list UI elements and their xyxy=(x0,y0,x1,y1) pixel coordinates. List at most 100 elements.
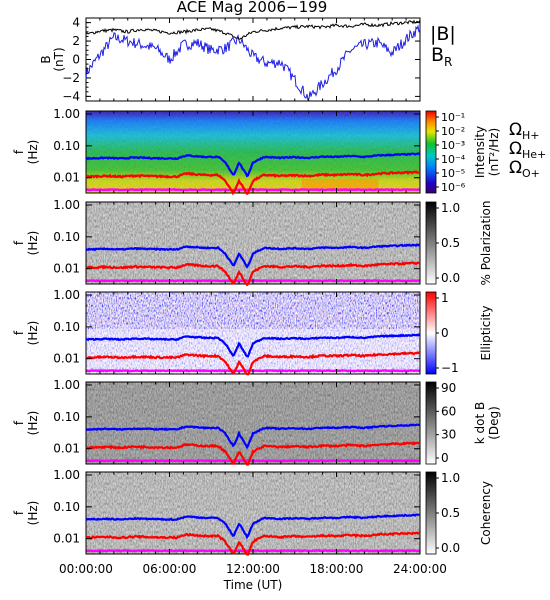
y-axis-label-line2: (nT) xyxy=(52,47,66,71)
panel-polarization: 1.00 0.10 0.01 f(Hz) 1.0 0.5 0.0 % Polarization xyxy=(12,198,493,287)
colorbar-label-line1: Ellipticity xyxy=(479,306,493,361)
legend-omega-he: ΩHe+ xyxy=(509,139,546,161)
panel-frame xyxy=(85,17,421,102)
y-tick-label: 1.00 xyxy=(53,378,80,392)
y-axis-label: B(nT) xyxy=(39,47,66,71)
legend-b-total: |B| xyxy=(430,23,456,45)
panel-intensity: 1.00 0.10 0.01 f(Hz) 10⁻¹10⁻²10⁻³10⁻⁴10⁻⁵10⁻… xyxy=(12,107,546,196)
y-tick-label: 0.01 xyxy=(53,171,80,185)
y-axis-label-line1: f xyxy=(12,240,26,245)
legend-omega-symbol: Ω xyxy=(509,158,522,178)
legend-omega-subscript: H+ xyxy=(522,129,540,142)
x-tick-label: 00:00:00 xyxy=(59,562,113,576)
legend-b-r: BR xyxy=(431,44,452,69)
y-tick-label: 0.01 xyxy=(53,442,80,456)
colorbar-tick-label: 30 xyxy=(441,428,456,442)
colorbar-label-line1: Coherency xyxy=(479,481,493,545)
colorbar-tick-label: 1.0 xyxy=(441,201,460,215)
colorbar-label: Coherency xyxy=(479,481,493,545)
curve-omega-h xyxy=(86,423,420,450)
legend-omega-subscript: O+ xyxy=(522,167,540,180)
colorbar-label: Intensity(nT²/Hz) xyxy=(473,126,501,178)
panel-coherency: 1.00 0.10 0.01 f(Hz) 1.0 0.5 0.0 Coherency xyxy=(12,468,493,556)
colorbar-label-line1: Intensity xyxy=(473,126,487,178)
curve-omega-h xyxy=(86,513,420,540)
colorbar-tick-label: −1 xyxy=(441,361,459,375)
heatmap-hot-region xyxy=(301,179,379,189)
heatmap-texture xyxy=(86,202,420,284)
colorbar xyxy=(425,201,437,285)
y-axis-label-line1: f xyxy=(12,420,26,425)
curve-omega-h xyxy=(86,333,420,358)
colorbar-tick-label: 1 xyxy=(441,291,449,305)
y-tick-label: −2 xyxy=(62,71,80,85)
y-tick-label: 0.10 xyxy=(53,230,80,244)
colorbar-label: k dot B(Deg) xyxy=(473,402,501,444)
series-line-b-total xyxy=(85,19,421,40)
colorbar-label: % Polarization xyxy=(479,201,493,286)
colorbar-label-line2: (nT²/Hz) xyxy=(487,128,501,176)
y-axis-label-line1: B xyxy=(39,55,53,63)
colorbar-tick-label: 10⁻³ xyxy=(441,139,465,152)
y-axis-label-line1: f xyxy=(12,330,26,335)
y-tick-label: 0.10 xyxy=(53,410,80,424)
colorbar-label-line1: % Polarization xyxy=(479,201,493,286)
colorbar-tick-label: 90 xyxy=(441,381,456,395)
x-tick-label: 18:00:00 xyxy=(310,562,364,576)
y-tick-label: 4 xyxy=(72,16,80,30)
colorbar-tick-label: 10⁻⁵ xyxy=(441,167,465,180)
curve-omega-h xyxy=(86,152,420,178)
y-tick-label: 0.01 xyxy=(53,532,80,546)
y-axis-label-line2: (Hz) xyxy=(26,411,40,436)
y-axis-label: f(Hz) xyxy=(12,140,40,165)
colorbar xyxy=(425,110,437,194)
colorbar-label-line2: (Deg) xyxy=(487,406,501,440)
y-tick-label: 0.10 xyxy=(53,500,80,514)
colorbar-label-line1: k dot B xyxy=(473,402,487,444)
y-tick-label: 0.01 xyxy=(53,352,80,366)
y-axis-label: f(Hz) xyxy=(12,231,40,256)
y-tick-label: 0 xyxy=(72,53,80,67)
y-axis-label-line2: (Hz) xyxy=(26,231,40,256)
y-axis-label: f(Hz) xyxy=(12,501,40,526)
legend-omega-o: ΩO+ xyxy=(509,158,540,180)
curve-omega-he xyxy=(86,440,420,466)
legend-omega-symbol: Ω xyxy=(509,139,522,159)
heatmap-fade xyxy=(86,328,420,374)
y-tick-label: 1.00 xyxy=(53,468,80,482)
curve-omega-he xyxy=(86,531,420,556)
colorbar-tick-label: 10⁻¹ xyxy=(441,111,465,124)
panel-magnetic-field: 420−2−4B(nT)|B|BR xyxy=(39,16,456,104)
panel-k-dot-b: 1.00 0.10 0.01 f(Hz) 90 60 30 0 k dot B(Deg) xyxy=(12,378,501,466)
colorbar-tick-label: 0.0 xyxy=(441,271,460,285)
curve-omega-he xyxy=(86,261,420,287)
x-tick-label: 06:00:00 xyxy=(143,562,197,576)
y-tick-label: 1.00 xyxy=(53,288,80,302)
legend-omega-subscript: He+ xyxy=(522,148,546,161)
y-tick-label: 1.00 xyxy=(53,107,80,121)
legend-omega-h: ΩH+ xyxy=(509,120,540,142)
y-axis-label-line2: (Hz) xyxy=(26,501,40,526)
colorbar xyxy=(425,291,437,375)
colorbar xyxy=(425,471,437,555)
x-tick-label: 24:00:00 xyxy=(393,562,447,576)
y-tick-label: −4 xyxy=(62,89,80,103)
legend-b-r-subscript: R xyxy=(444,55,452,69)
y-tick-label: 1.00 xyxy=(53,198,80,212)
curve-omega-he xyxy=(86,351,420,376)
colorbar-tick-label: 0 xyxy=(441,326,449,340)
y-tick-label: 0.10 xyxy=(53,139,80,153)
x-axis-label: Time (UT) xyxy=(223,578,283,592)
colorbar-tick-label: 10⁻⁶ xyxy=(441,181,466,194)
chart-title: ACE Mag 2006−199 xyxy=(177,0,328,16)
y-tick-label: 0.01 xyxy=(53,262,80,276)
y-axis-label-line2: (Hz) xyxy=(26,321,40,346)
y-tick-label: 2 xyxy=(72,34,80,48)
colorbar-tick-label: 0 xyxy=(441,451,449,465)
series-line-b-r xyxy=(85,24,421,102)
x-tick-label: 12:00:00 xyxy=(226,562,280,576)
colorbar-label: Ellipticity xyxy=(479,306,493,361)
y-axis-label: f(Hz) xyxy=(12,321,40,346)
heatmap-texture xyxy=(86,472,420,554)
